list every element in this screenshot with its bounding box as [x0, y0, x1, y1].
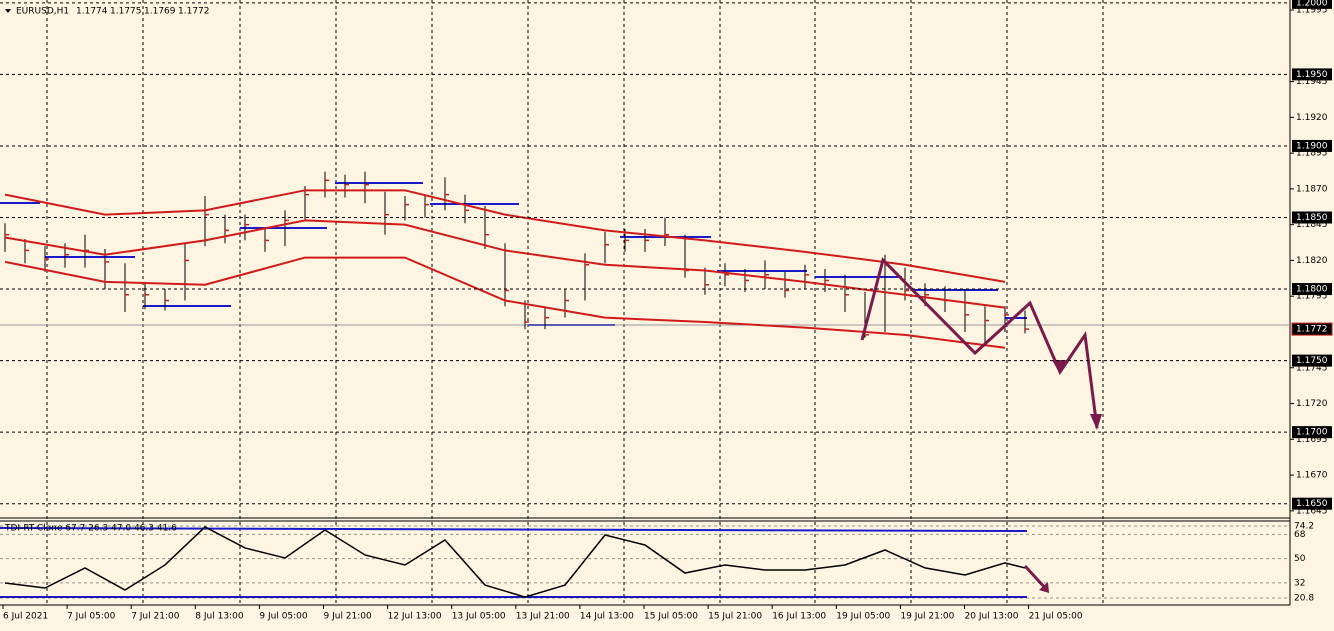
y-tick-label: 1.1850	[1296, 213, 1328, 223]
header-value: 1.1772	[178, 7, 210, 17]
last-price-box	[1291, 322, 1333, 336]
x-tick-label: 6 Jul 2021	[3, 612, 48, 622]
tick-box	[1292, 211, 1332, 224]
indicator-tick-label: 32	[1294, 578, 1305, 588]
y-tick-label: 1.1745	[1296, 363, 1328, 373]
y-tick-label: 1.1845	[1296, 220, 1328, 230]
y-tick-label: 1.1645	[1296, 506, 1328, 516]
x-tick-label: 9 Jul 05:00	[259, 612, 308, 622]
y-tick-label: 1.1945	[1296, 77, 1328, 87]
y-tick-label: 1.1700	[1296, 428, 1328, 438]
indicator-arrow	[1023, 564, 1049, 592]
band-line	[4, 219, 1006, 309]
y-tick-label: 1.1695	[1296, 435, 1328, 445]
tick-box	[1292, 139, 1332, 152]
indicator-label: TDI-RT-Clone 67.7 26.3 47.0 46.3 41.6	[4, 524, 177, 534]
y-tick-label: 1.1800	[1296, 285, 1328, 295]
x-tick-label: 19 Jul 05:00	[836, 612, 890, 622]
x-tick-label: 21 Jul 05:00	[1029, 612, 1083, 622]
indicator-tick-label: 74.2	[1294, 521, 1314, 531]
arrow-head	[1039, 582, 1049, 593]
indicator-tick-label: 50	[1294, 554, 1306, 564]
marks	[4, 171, 1029, 349]
y-tick-label: 1.2000	[1296, 0, 1328, 8]
x-tick-label: 13 Jul 21:00	[516, 612, 570, 622]
y-tick-label: 1.1750	[1296, 356, 1328, 366]
level-lines	[0, 182, 1028, 598]
tick-box	[1292, 283, 1332, 296]
x-tick-label: 15 Jul 05:00	[644, 612, 698, 622]
y-tick-label: 1.1995	[1296, 6, 1328, 16]
last-price-label: 1.1772	[1296, 325, 1328, 335]
header-value: 1.1769	[144, 7, 176, 17]
band-line	[4, 256, 1006, 349]
y-tick-label: 1.1920	[1296, 113, 1328, 123]
tick-box	[1292, 68, 1332, 81]
x-tick-label: 7 Jul 05:00	[67, 612, 116, 622]
y-tick-label: 1.1820	[1296, 256, 1328, 266]
indicator-line	[4, 526, 1026, 598]
x-tick-label: 7 Jul 21:00	[131, 612, 180, 622]
x-tick-label: 19 Jul 21:00	[900, 612, 954, 622]
symbol: EURUSD,H1	[16, 7, 69, 17]
y-tick-label: 1.1900	[1296, 141, 1328, 151]
y-tick-label: 1.1720	[1296, 399, 1328, 409]
y-tick-label: 1.1670	[1296, 471, 1328, 481]
x-tick-label: 12 Jul 13:00	[388, 612, 442, 622]
y-tick-label: 1.1650	[1296, 499, 1328, 509]
x-tick-label: 13 Jul 05:00	[452, 612, 506, 622]
x-tick-label: 20 Jul 13:00	[965, 612, 1019, 622]
arrow-heads	[1052, 360, 1102, 430]
x-tick-label: 16 Jul 13:00	[772, 612, 826, 622]
tick-box	[1292, 354, 1332, 367]
x-tick-label: 9 Jul 21:00	[324, 612, 373, 622]
indicator-tick-label: 20.8	[1294, 593, 1314, 603]
y-tick-label: 1.1895	[1296, 149, 1328, 159]
forecast-arrow	[860, 257, 1099, 429]
band-line	[4, 189, 1006, 283]
indicator-tick-label: 68	[1294, 530, 1306, 540]
tick-box	[1292, 426, 1332, 439]
menu-triangle[interactable]	[5, 9, 11, 13]
tick-box	[1292, 497, 1332, 510]
y-tick-label: 1.1870	[1296, 184, 1328, 194]
y-tick-label: 1.1795	[1296, 292, 1328, 302]
y-tick-label: 1.1950	[1296, 70, 1328, 80]
tick-box	[1292, 0, 1332, 9]
x-tick-label: 14 Jul 13:00	[580, 612, 634, 622]
x-tick-label: 15 Jul 21:00	[708, 612, 762, 622]
header-value: 1.1775	[110, 7, 142, 17]
x-tick-label: 8 Jul 13:00	[195, 612, 244, 622]
header-value: 1.1774	[76, 7, 108, 17]
